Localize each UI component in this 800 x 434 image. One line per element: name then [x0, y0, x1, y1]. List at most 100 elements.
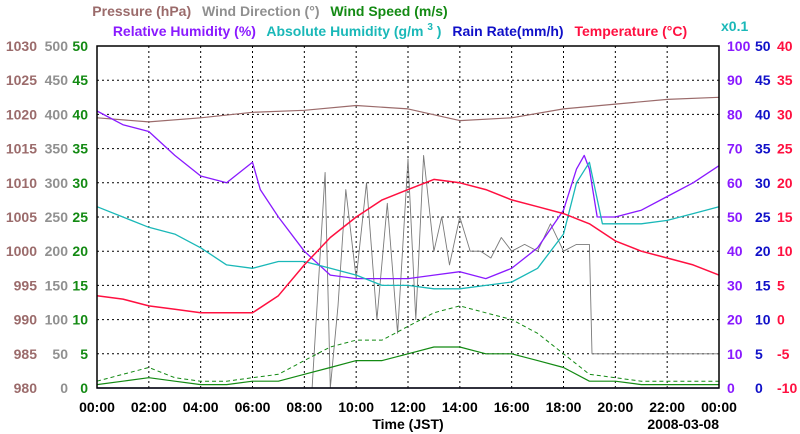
tick-label-wind-direction: 200: [45, 243, 69, 259]
tick-label-wind-direction: 450: [45, 72, 69, 88]
tick-label-pressure: 980: [14, 380, 38, 396]
tick-label-rain-rate: 35: [755, 141, 771, 157]
legend-row-2: Relative Humidity (%) Absolute Humidity …: [113, 17, 687, 39]
x-tick-label: 06:00: [235, 399, 271, 415]
tick-label-wind-speed: 10: [72, 312, 88, 328]
tick-label-temperature: 15: [777, 209, 793, 225]
tick-label-relative-humidity: 70: [727, 141, 743, 157]
tick-label-relative-humidity: 60: [727, 175, 743, 191]
tick-label-wind-speed: 35: [72, 141, 88, 157]
tick-label-rain-rate: 5: [755, 346, 763, 362]
tick-label-wind-speed: 20: [72, 243, 88, 259]
tick-label-relative-humidity: 0: [727, 380, 735, 396]
legend-rain-rate: Rain Rate(mm/h): [452, 23, 563, 39]
grid: [97, 46, 719, 388]
series-absolute-humidity: [96, 161, 720, 290]
tick-label-temperature: 0: [777, 312, 785, 328]
tick-label-temperature: 40: [777, 38, 793, 54]
x-tick-label: 08:00: [286, 399, 322, 415]
x-tick-label: 00:00: [701, 399, 737, 415]
tick-label-wind-speed: 25: [72, 209, 88, 225]
tick-label-wind-direction: 350: [45, 141, 69, 157]
tick-label-pressure: 1005: [6, 209, 37, 225]
tick-label-wind-speed: 40: [72, 106, 88, 122]
tick-label-pressure: 995: [14, 277, 38, 293]
tick-label-temperature: 10: [777, 243, 793, 259]
series-relative-humidity: [96, 110, 720, 280]
tick-label-pressure: 1010: [6, 175, 37, 191]
tick-label-wind-speed: 30: [72, 175, 88, 191]
series-wind-direction: [97, 154, 719, 389]
tick-label-rain-rate: 50: [755, 38, 771, 54]
tick-label-relative-humidity: 100: [727, 38, 751, 54]
tick-label-relative-humidity: 40: [727, 243, 743, 259]
x-axis-label: Time (JST): [372, 416, 443, 432]
tick-label-relative-humidity: 30: [727, 277, 743, 293]
legend-absolute-humidity-sup: 3: [427, 22, 433, 33]
tick-label-pressure: 1015: [6, 141, 37, 157]
x-tick-label: 16:00: [494, 399, 530, 415]
plot-frame: [96, 45, 720, 389]
x-tick-label: 14:00: [442, 399, 478, 415]
tick-label-temperature: -5: [777, 346, 790, 362]
tick-label-pressure: 1025: [6, 72, 37, 88]
x-tick-label: 18:00: [546, 399, 582, 415]
tick-label-rain-rate: 0: [755, 380, 763, 396]
series-pressure: [96, 96, 720, 123]
series-temperature: [96, 178, 720, 314]
tick-label-wind-direction: 50: [52, 346, 68, 362]
legend-row-1: Pressure (hPa) Wind Direction (°) Wind S…: [92, 3, 447, 19]
tick-label-wind-speed: 15: [72, 277, 88, 293]
tick-label-wind-direction: 500: [45, 38, 69, 54]
tick-label-wind-direction: 250: [45, 209, 69, 225]
tick-label-temperature: 20: [777, 175, 793, 191]
tick-label-relative-humidity: 80: [727, 106, 743, 122]
tick-label-pressure: 1030: [6, 38, 37, 54]
tick-label-rain-rate: 40: [755, 106, 771, 122]
x-tick-label: 22:00: [649, 399, 685, 415]
tick-label-rain-rate: 15: [755, 277, 771, 293]
x-tick-label: 04:00: [183, 399, 219, 415]
tick-label-relative-humidity: 20: [727, 312, 743, 328]
x-tick-label: 00:00: [79, 399, 115, 415]
legend-absolute-humidity: Absolute Humidity (g/m: [266, 23, 423, 39]
chart-date: 2008-03-08: [647, 416, 719, 432]
x-tick-label: 12:00: [390, 399, 426, 415]
tick-label-temperature: 30: [777, 106, 793, 122]
tick-label-temperature: -10: [777, 380, 797, 396]
tick-label-relative-humidity: 50: [727, 209, 743, 225]
y-axes: 1030102510201015101010051000995990985980…: [6, 38, 798, 396]
legend-absolute-humidity-close: ): [437, 23, 442, 39]
tick-label-rain-rate: 25: [755, 209, 771, 225]
tick-label-relative-humidity: 10: [727, 346, 743, 362]
tick-label-temperature: 35: [777, 72, 793, 88]
legend-pressure: Pressure (hPa): [92, 3, 191, 19]
tick-label-pressure: 1000: [6, 243, 37, 259]
legend-wind-direction: Wind Direction (°): [202, 3, 319, 19]
tick-label-rain-rate: 45: [755, 72, 771, 88]
tick-label-wind-direction: 0: [60, 380, 68, 396]
legend-temperature: Temperature (°C): [574, 23, 687, 39]
tick-label-wind-direction: 300: [45, 175, 69, 191]
tick-label-wind-speed: 45: [72, 72, 88, 88]
tick-label-rain-rate: 10: [755, 312, 771, 328]
legend-relative-humidity: Relative Humidity (%): [113, 23, 256, 39]
tick-label-rain-rate: 20: [755, 243, 771, 259]
tick-label-pressure: 990: [14, 312, 38, 328]
tick-label-wind-speed: 50: [72, 38, 88, 54]
x-axis: 00:00 02:00 04:00 06:00 08:00 10:00 12:00 14:00…: [79, 399, 737, 415]
tick-label-relative-humidity: 90: [727, 72, 743, 88]
tick-label-wind-speed: 5: [80, 346, 88, 362]
tick-label-temperature: 25: [777, 141, 793, 157]
tick-label-wind-direction: 150: [45, 277, 69, 293]
tick-label-pressure: 985: [14, 346, 38, 362]
tick-label-temperature: 5: [777, 277, 785, 293]
series-wind-speed-gust: [96, 305, 719, 382]
tick-label-wind-direction: 400: [45, 106, 69, 122]
tick-label-wind-speed: 0: [80, 380, 88, 396]
legend-wind-speed: Wind Speed (m/s): [330, 3, 447, 19]
series-wind-speed: [96, 346, 719, 386]
tick-label-pressure: 1020: [6, 106, 37, 122]
x-tick-label: 02:00: [131, 399, 167, 415]
